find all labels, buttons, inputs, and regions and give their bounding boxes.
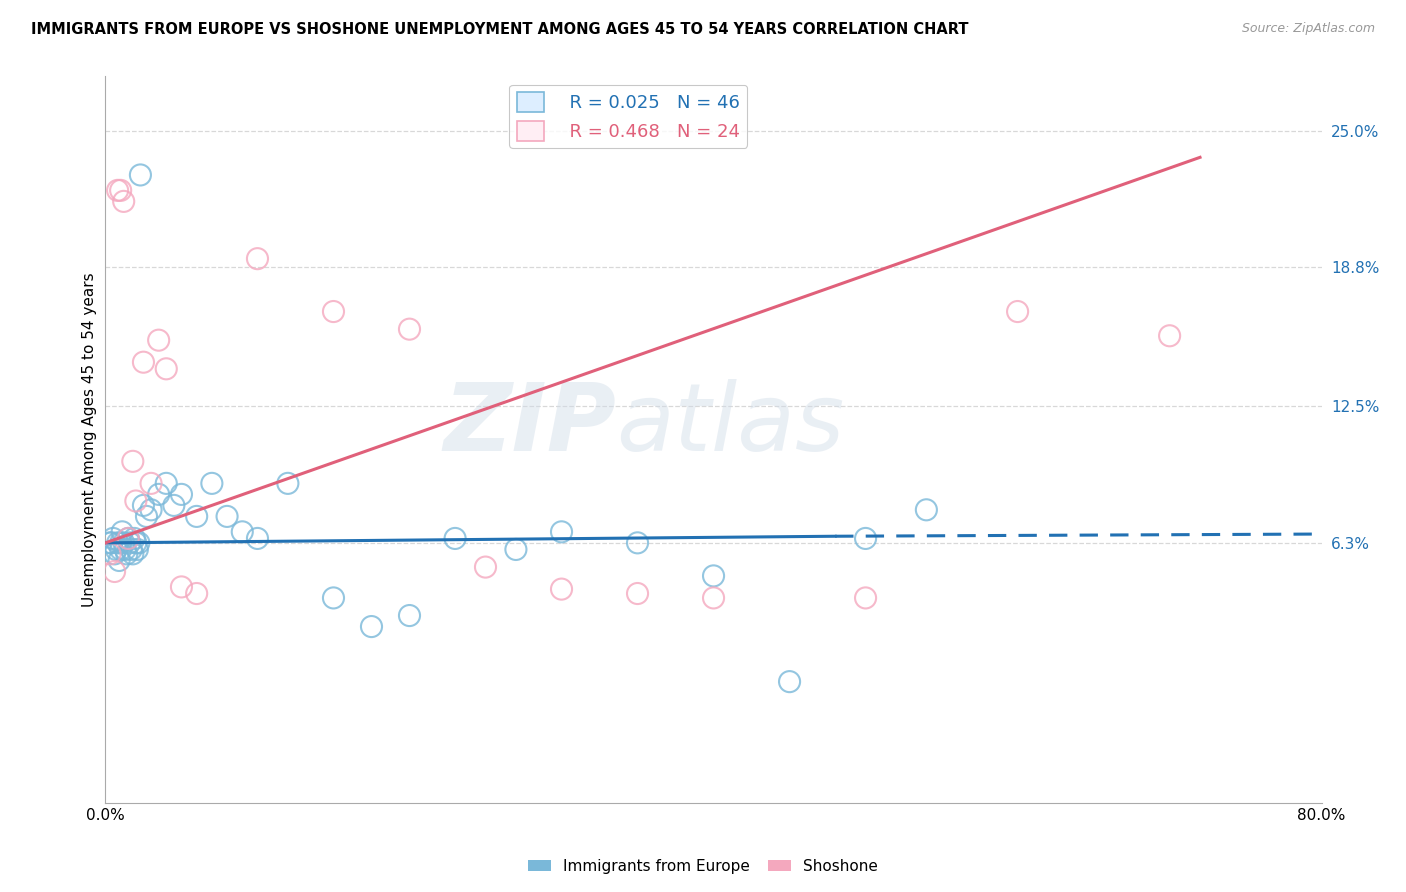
- Point: [107, 536, 129, 550]
- Point: [121, 454, 143, 468]
- Point: [107, 183, 129, 197]
- Point: [201, 476, 224, 491]
- Y-axis label: Unemployment Among Ages 45 to 54 years: Unemployment Among Ages 45 to 54 years: [82, 272, 97, 607]
- Point: [121, 547, 143, 561]
- Point: [398, 608, 420, 623]
- Point: [186, 586, 208, 600]
- Point: [855, 591, 877, 605]
- Point: [124, 532, 146, 546]
- Point: [217, 509, 239, 524]
- Point: [108, 553, 131, 567]
- Point: [132, 355, 155, 369]
- Point: [360, 619, 382, 633]
- Point: [148, 487, 170, 501]
- Point: [1007, 304, 1029, 318]
- Point: [231, 524, 253, 539]
- Text: IMMIGRANTS FROM EUROPE VS SHOSHONE UNEMPLOYMENT AMONG AGES 45 TO 54 YEARS CORREL: IMMIGRANTS FROM EUROPE VS SHOSHONE UNEMP…: [31, 22, 969, 37]
- Point: [505, 542, 527, 557]
- Point: [103, 547, 125, 561]
- Point: [101, 532, 124, 546]
- Point: [125, 494, 148, 508]
- Point: [855, 532, 877, 546]
- Point: [626, 536, 648, 550]
- Point: [322, 591, 344, 605]
- Text: atlas: atlas: [616, 379, 845, 470]
- Point: [114, 542, 136, 557]
- Point: [110, 183, 132, 197]
- Point: [155, 476, 177, 491]
- Point: [100, 536, 122, 550]
- Point: [139, 503, 162, 517]
- Point: [170, 580, 193, 594]
- Point: [444, 532, 467, 546]
- Point: [110, 536, 132, 550]
- Point: [118, 536, 141, 550]
- Point: [128, 536, 150, 550]
- Point: [103, 565, 125, 579]
- Point: [550, 524, 572, 539]
- Point: [277, 476, 299, 491]
- Point: [246, 252, 269, 266]
- Point: [127, 542, 149, 557]
- Point: [135, 509, 157, 524]
- Point: [120, 542, 142, 557]
- Point: [105, 542, 128, 557]
- Point: [170, 487, 193, 501]
- Point: [112, 194, 135, 209]
- Point: [98, 547, 121, 561]
- Point: [1159, 328, 1181, 343]
- Point: [186, 509, 208, 524]
- Point: [125, 536, 148, 550]
- Point: [398, 322, 420, 336]
- Point: [322, 304, 344, 318]
- Point: [110, 542, 132, 557]
- Point: [915, 503, 938, 517]
- Point: [132, 499, 155, 513]
- Point: [246, 532, 269, 546]
- Point: [112, 536, 135, 550]
- Point: [115, 547, 138, 561]
- Point: [702, 569, 725, 583]
- Legend: Immigrants from Europe, Shoshone: Immigrants from Europe, Shoshone: [522, 853, 884, 880]
- Text: Source: ZipAtlas.com: Source: ZipAtlas.com: [1241, 22, 1375, 36]
- Point: [155, 361, 177, 376]
- Point: [474, 560, 496, 574]
- Point: [117, 532, 139, 546]
- Point: [129, 168, 152, 182]
- Point: [111, 524, 134, 539]
- Point: [702, 591, 725, 605]
- Point: [163, 499, 186, 513]
- Point: [117, 532, 139, 546]
- Point: [550, 582, 572, 596]
- Text: ZIP: ZIP: [443, 379, 616, 471]
- Point: [98, 536, 121, 550]
- Point: [626, 586, 648, 600]
- Point: [139, 476, 162, 491]
- Point: [148, 333, 170, 347]
- Legend:   R = 0.025   N = 46,   R = 0.468   N = 24: R = 0.025 N = 46, R = 0.468 N = 24: [509, 85, 748, 148]
- Point: [779, 674, 801, 689]
